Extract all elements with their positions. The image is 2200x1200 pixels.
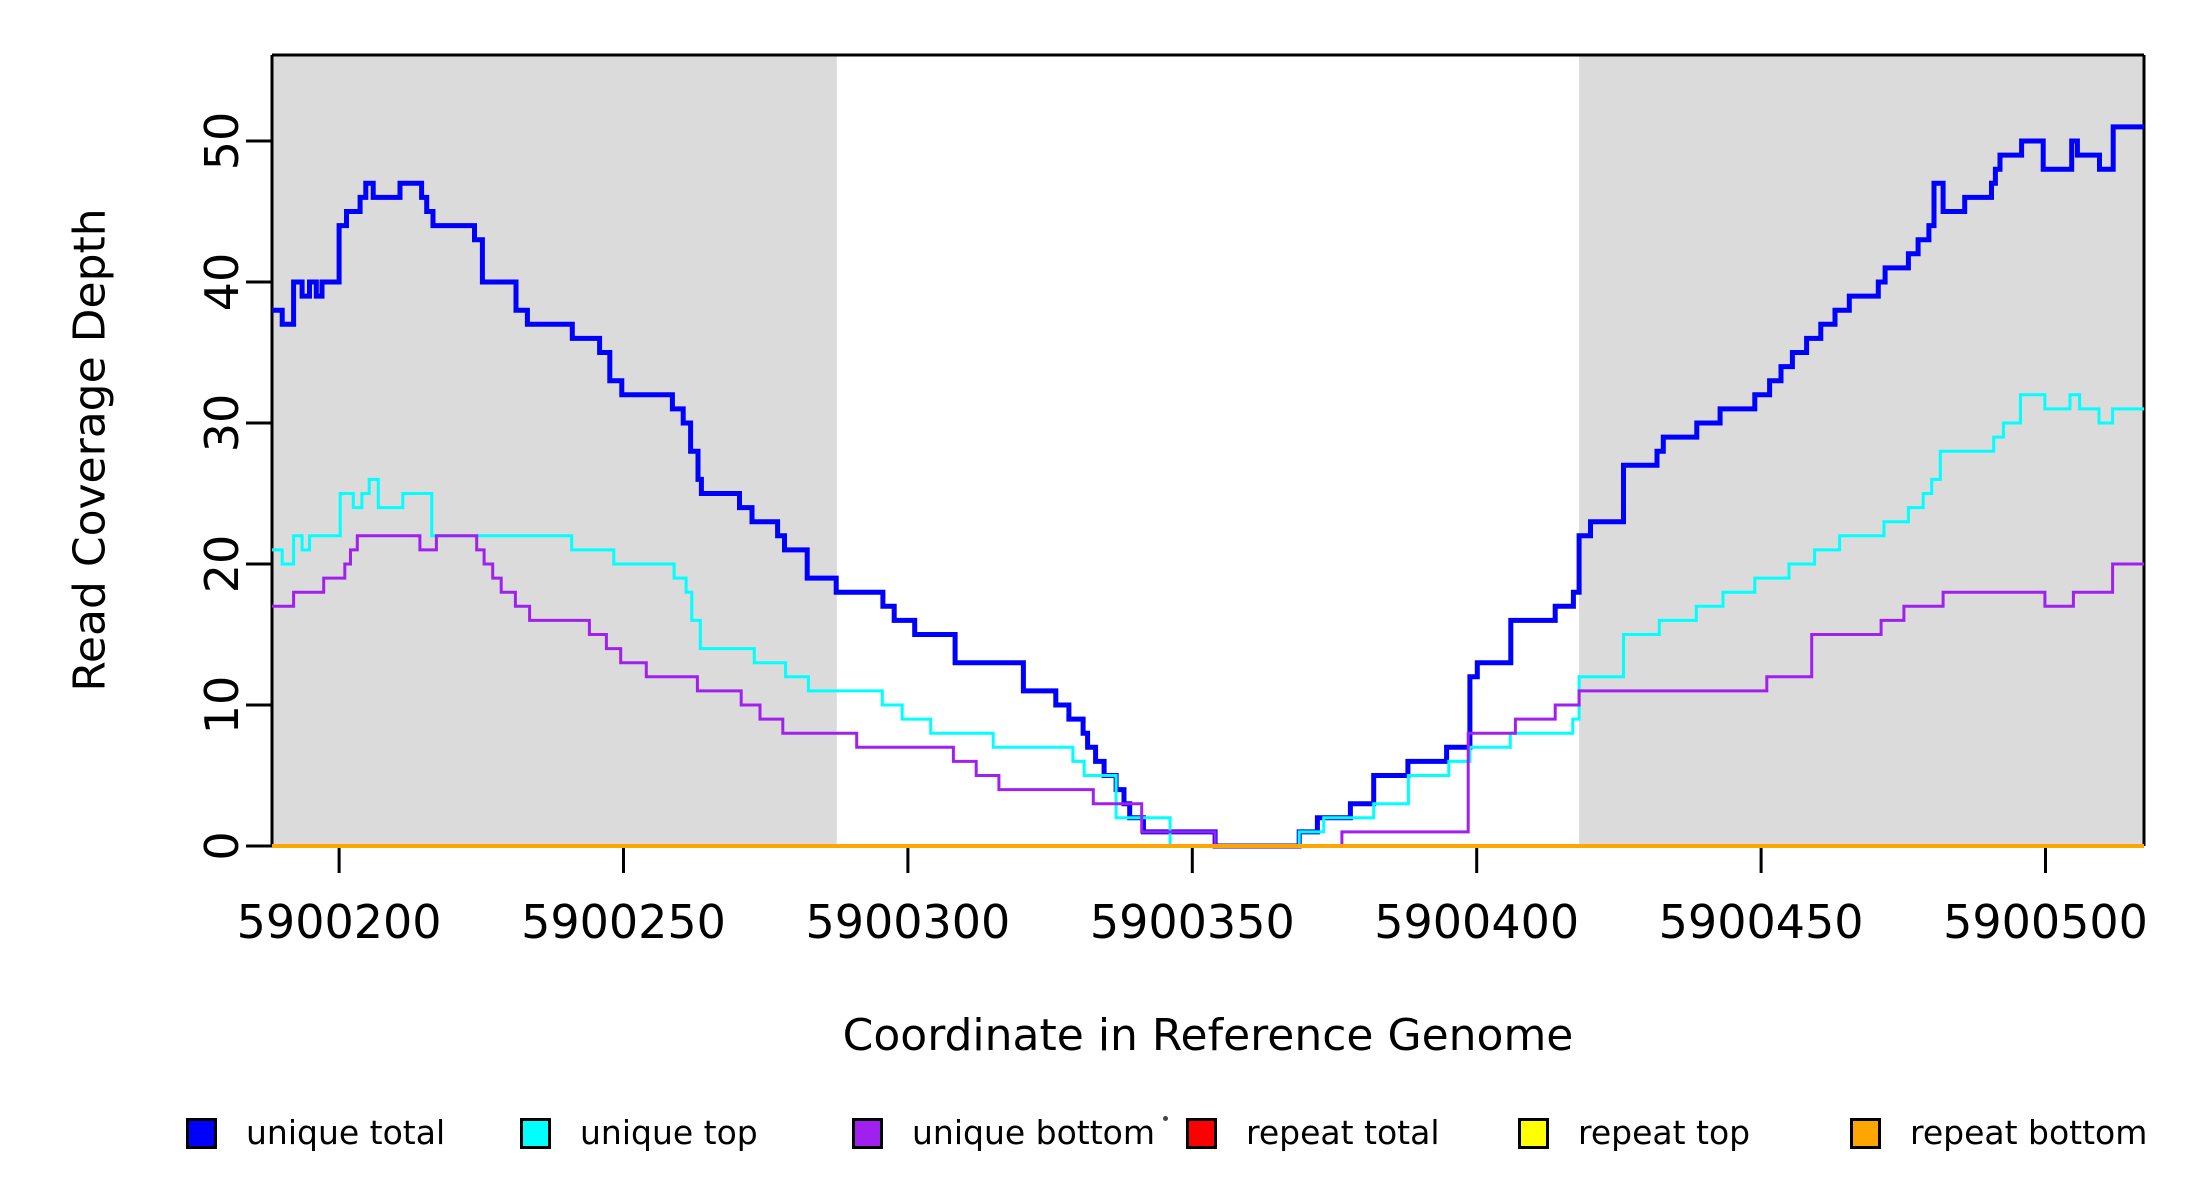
x-tick-label: 5900500 [1943, 895, 2148, 949]
x-tick-label: 5900300 [805, 895, 1010, 949]
y-tick-label: 30 [195, 394, 249, 453]
y-tick-label: 10 [195, 676, 249, 735]
stray-dot [1163, 1116, 1168, 1121]
y-tick-label: 0 [195, 831, 249, 860]
series-unique-total [272, 124, 2144, 849]
series-unique-bottom [272, 534, 2144, 848]
shaded-region [271, 55, 837, 846]
x-tick-label: 5900400 [1374, 895, 1579, 949]
y-tick-label: 20 [195, 535, 249, 594]
x-axis-title: Coordinate in Reference Genome [842, 1010, 1574, 1061]
y-tick-label: 50 [195, 112, 249, 171]
y-axis-title: Read Coverage Depth [64, 208, 116, 692]
y-tick-label: 40 [195, 253, 249, 312]
shaded-region [1579, 55, 2144, 846]
x-tick-label: 5900250 [521, 895, 726, 949]
x-tick-label: 5900200 [237, 895, 442, 949]
series-unique-top [272, 393, 2144, 848]
x-tick-label: 5900450 [1659, 895, 1864, 949]
x-tick-label: 5900350 [1090, 895, 1295, 949]
